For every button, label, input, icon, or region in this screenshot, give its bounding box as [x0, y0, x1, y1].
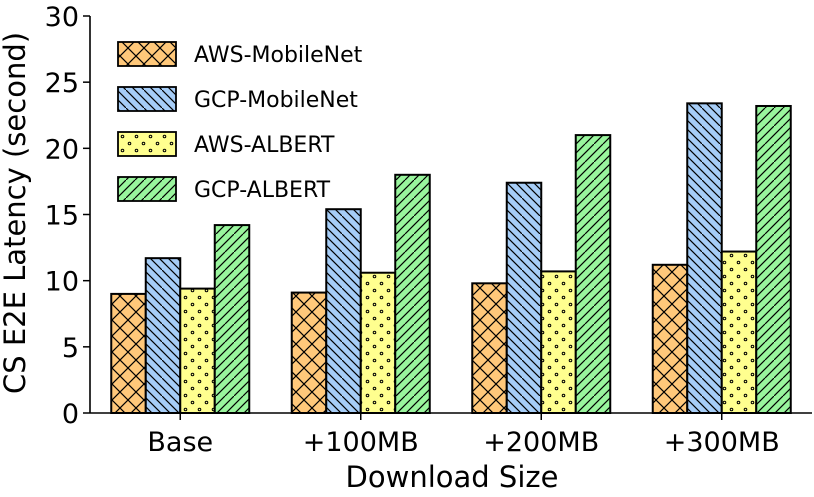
- bar-aws-albert-base: [179, 287, 216, 414]
- y-tick-label: 20: [45, 134, 79, 165]
- y-tick-label: 5: [62, 333, 79, 364]
- legend-label: GCP-MobileNet: [194, 88, 358, 113]
- y-tick-label: 0: [62, 399, 79, 430]
- y-tick-label: 25: [45, 68, 79, 99]
- bar-aws-mobilenet-200mb: [471, 282, 508, 414]
- bar-gcp-albert-base: [213, 224, 251, 414]
- bar-gcp-albert-100mb: [394, 173, 431, 414]
- bar-aws-albert-100mb: [359, 271, 397, 414]
- x-axis-title: Download Size: [346, 460, 559, 494]
- legend-entry-gcp-albert: GCP-ALBERT: [117, 176, 331, 203]
- bar-gcp-mobilenet-100mb: [325, 208, 362, 414]
- bar-gcp-albert-300mb: [755, 104, 792, 414]
- bars-group: [110, 102, 792, 415]
- legend-entry-gcp-mobilenet: GCP-MobileNet: [117, 86, 358, 113]
- legend-entry-aws-albert: AWS-ALBERT: [117, 131, 335, 158]
- y-axis-title: CS E2E Latency (second): [0, 32, 32, 394]
- legend-label: GCP-ALBERT: [194, 178, 331, 203]
- legend-entry-aws-mobilenet: AWS-MobileNet: [117, 41, 363, 68]
- bar-gcp-mobilenet-200mb: [505, 181, 543, 414]
- y-tick-label: 15: [45, 201, 79, 232]
- axes-group: 0 5 10 15 20 25 30 Base +100MB +200MB +300MB: [45, 2, 812, 458]
- x-tick-label: +300MB: [664, 427, 780, 458]
- legend-label: AWS-MobileNet: [194, 43, 363, 68]
- y-tick-label: 30: [45, 2, 79, 33]
- x-tick-label: +200MB: [483, 427, 599, 458]
- bar-gcp-mobilenet-300mb: [686, 102, 723, 414]
- legend-label: AWS-ALBERT: [194, 133, 335, 158]
- bar-aws-albert-200mb: [540, 270, 577, 414]
- bar-aws-mobilenet-300mb: [651, 263, 689, 414]
- bar-aws-mobilenet-base: [110, 292, 147, 414]
- bar-aws-albert-300mb: [720, 250, 758, 414]
- y-tick-label: 10: [45, 267, 79, 298]
- bar-gcp-mobilenet-base: [144, 257, 182, 415]
- x-tick-label: +100MB: [303, 427, 419, 458]
- bar-gcp-albert-200mb: [574, 134, 612, 414]
- bar-aws-mobilenet-100mb: [290, 291, 328, 414]
- legend: AWS-MobileNet GCP-MobileNet AWS-ALBERT GCP-…: [117, 41, 363, 203]
- x-tick-label: Base: [147, 427, 213, 458]
